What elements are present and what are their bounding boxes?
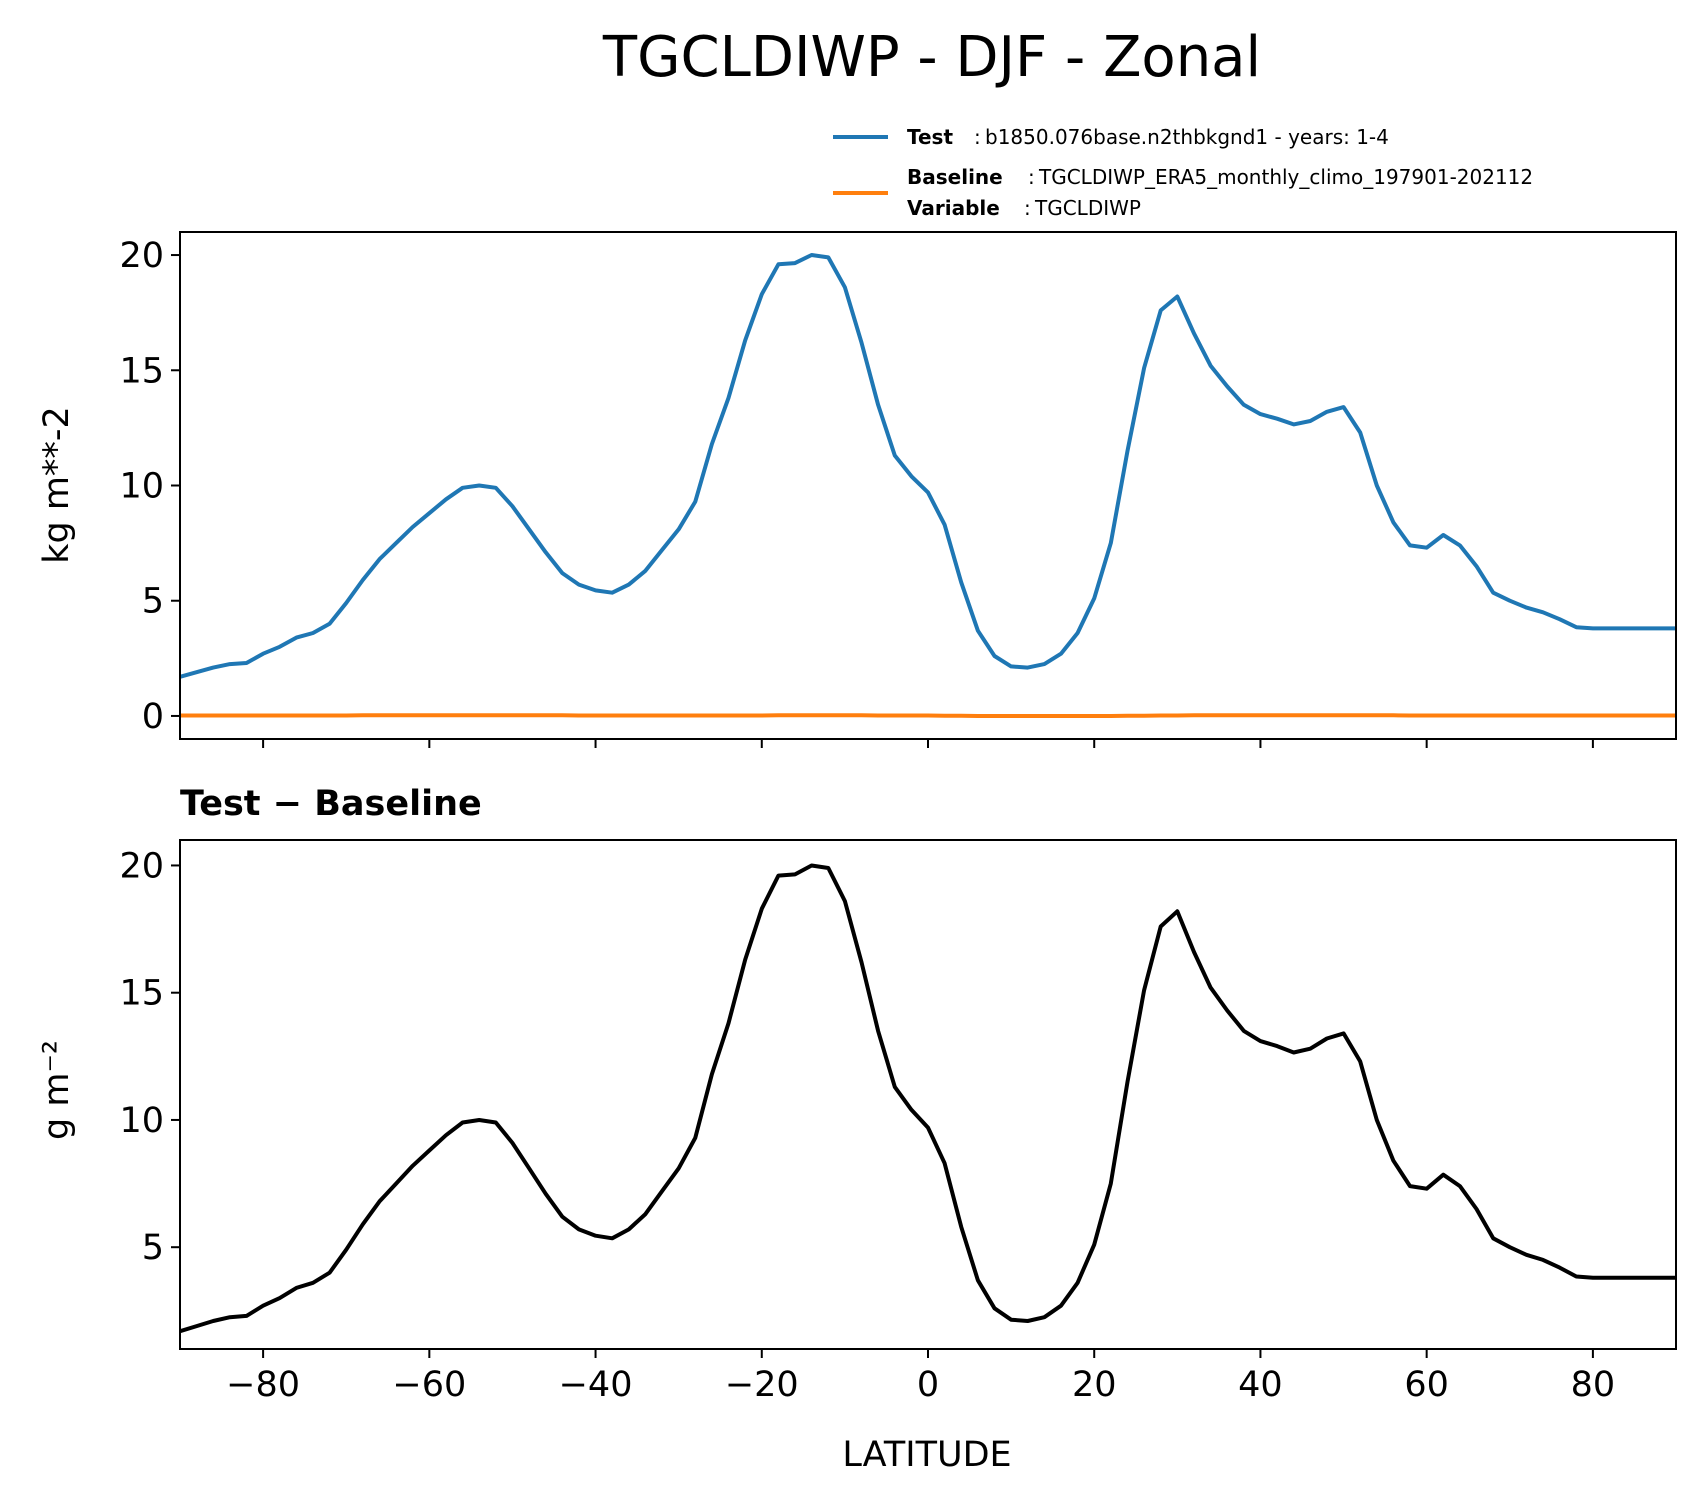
x-tick-label: −20	[725, 1365, 799, 1405]
y-axis-label-top: kg m**-2	[37, 406, 77, 564]
legend-variable-key: Variable	[907, 196, 1000, 220]
axes-top: 0 5 10 15 20	[119, 231, 1677, 748]
legend-sep: :	[974, 125, 981, 149]
axes-frame	[179, 839, 1677, 1350]
x-tick-label: 80	[1571, 1365, 1616, 1405]
y-tick-label: 15	[119, 351, 164, 391]
x-tick-label: 60	[1404, 1365, 1449, 1405]
x-tick-label: −40	[559, 1365, 633, 1405]
x-tick-label: 40	[1238, 1365, 1283, 1405]
legend-test-key: Test	[907, 125, 953, 149]
x-tick-label: −80	[226, 1365, 300, 1405]
y-tick-label: 5	[142, 1228, 164, 1268]
series-group-bottom	[180, 863, 1676, 1334]
legend-baseline-value: TGCLDIWP_ERA5_monthly_climo_197901-20211…	[1038, 165, 1533, 189]
y-tick-label: 15	[119, 974, 164, 1014]
legend-sep: :	[1024, 196, 1031, 220]
series-group-top	[180, 253, 1676, 718]
y-axis-label-bottom: g m⁻²	[37, 1040, 77, 1140]
series-line-test	[180, 253, 1676, 679]
x-tick-label: 20	[1072, 1365, 1117, 1405]
axes-frame	[179, 231, 1677, 740]
y-tick-label: 20	[119, 236, 164, 276]
x-axis-label: LATITUDE	[842, 1435, 1011, 1475]
subplot-title: Test − Baseline	[180, 784, 482, 824]
panel-top: kg m**-2 0 5 10 15 20	[37, 231, 1677, 748]
y-tick-label: 5	[142, 582, 164, 622]
x-tick-label: −60	[392, 1365, 466, 1405]
legend-variable-value: TGCLDIWP	[1034, 196, 1141, 220]
legend-test-value: b1850.076base.n2thbkgnd1 - years: 1-4	[985, 125, 1389, 149]
x-tick-label: 0	[917, 1365, 939, 1405]
axes-bottom: 5 10 15 20 −80 −60 −40 −20 0 20 40 60 80	[119, 839, 1677, 1405]
series-line-baseline	[180, 713, 1676, 718]
y-tick-label: 10	[119, 1101, 164, 1141]
y-tick-label: 0	[142, 697, 164, 737]
series-line-difference	[180, 863, 1676, 1334]
legend-sep: :	[1028, 165, 1035, 189]
y-tick-label: 10	[119, 467, 164, 507]
legend: Test : b1850.076base.n2thbkgnd1 - years:…	[833, 125, 1533, 220]
legend-baseline-key: Baseline	[907, 165, 1003, 189]
y-tick-label: 20	[119, 846, 164, 886]
panel-bottom: Test − Baseline g m⁻² LATITUDE 5 10 15 20 −8…	[37, 784, 1677, 1475]
chart-title: TGCLDIWP - DJF - Zonal	[602, 25, 1261, 90]
